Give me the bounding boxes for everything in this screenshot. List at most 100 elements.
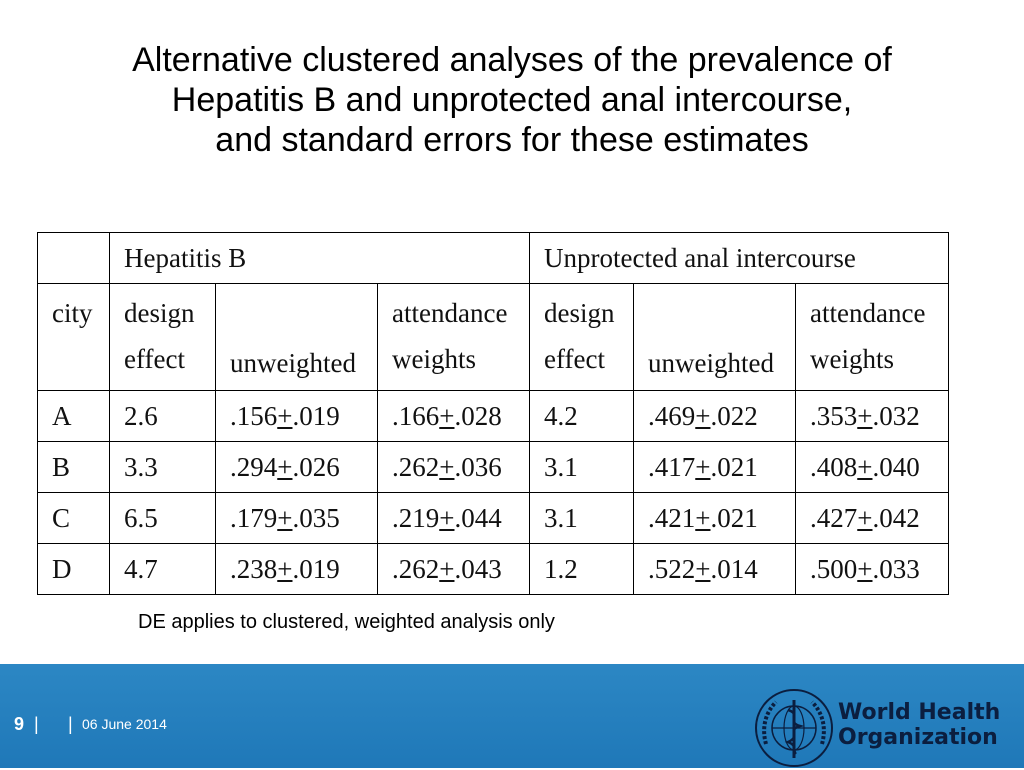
title-line-1: Alternative clustered analyses of the pr…: [132, 41, 892, 79]
table-cell-hb-de: 6.5: [109, 492, 216, 544]
standard-error-value: .019: [292, 400, 340, 431]
prevalence-table: Hepatitis B Unprotected anal intercourse…: [37, 232, 949, 595]
col-header-uai-attendance-weights: attendance weights: [795, 283, 949, 391]
plus-minus-sign: +: [695, 451, 711, 482]
standard-error-value: .014: [710, 553, 758, 584]
table-row: B 3.3.294+.026.262+.036 3.1.417+.021.408+.…: [37, 441, 949, 493]
estimate-value: .262: [392, 451, 440, 482]
separator-2: |: [68, 714, 73, 734]
table-row: A 2.6.156+.019.166+.028 4.2.469+.022.353+.…: [37, 390, 949, 442]
estimate-value: .219: [392, 502, 440, 533]
table-cell-hb-aw: .166+.028: [377, 390, 530, 442]
standard-error-value: .021: [710, 502, 758, 533]
footnote: DE applies to clustered, weighted analys…: [138, 611, 555, 633]
plus-minus-sign: +: [857, 400, 873, 431]
table-body: A 2.6.156+.019.166+.028 4.2.469+.022.353+.…: [37, 390, 949, 595]
table-row: C 6.5.179+.035.219+.044 3.1.421+.021.427+.…: [37, 492, 949, 544]
table-cell-hb-uw: .294+.026: [215, 441, 378, 493]
plus-minus-sign: +: [695, 553, 711, 584]
estimate-value: .408: [810, 451, 858, 482]
plus-minus-sign: +: [439, 502, 455, 533]
table-cell-hb-de: 3.3: [109, 441, 216, 493]
table-cell-uai-de: 3.1: [529, 492, 634, 544]
table-cell-uai-de: 3.1: [529, 441, 634, 493]
plus-minus-sign: +: [277, 502, 293, 533]
col-header-hb-unweighted: unweighted: [215, 283, 378, 391]
plus-minus-sign: +: [695, 502, 711, 533]
table-cell-hb-de: 4.7: [109, 543, 216, 595]
estimate-value: .238: [230, 553, 278, 584]
standard-error-value: .042: [872, 502, 920, 533]
table-cell-city: D: [37, 543, 110, 595]
header-weights: weights: [810, 344, 894, 374]
plus-minus-sign: +: [695, 400, 711, 431]
estimate-value: .262: [392, 553, 440, 584]
col-header-hb-attendance-weights: attendance weights: [377, 283, 530, 391]
group-unprotected-anal-intercourse: Unprotected anal intercourse: [529, 232, 949, 284]
plus-minus-sign: +: [277, 451, 293, 482]
org-name-line-1: World Health: [838, 700, 1001, 725]
table-cell-hb-de: 2.6: [109, 390, 216, 442]
standard-error-value: .035: [292, 502, 340, 533]
table-cell-uai-uw: .417+.021: [633, 441, 796, 493]
plus-minus-sign: +: [439, 553, 455, 584]
footer-date: 06 June 2014: [82, 716, 167, 732]
header-attendance: attendance: [392, 298, 508, 328]
estimate-value: .156: [230, 400, 278, 431]
standard-error-value: .044: [454, 502, 502, 533]
estimate-value: .294: [230, 451, 278, 482]
estimate-value: .427: [810, 502, 858, 533]
standard-error-value: .022: [710, 400, 758, 431]
table-cell-uai-aw: .427+.042: [795, 492, 949, 544]
plus-minus-sign: +: [857, 553, 873, 584]
plus-minus-sign: +: [439, 451, 455, 482]
column-header-row: city design effect unweighted attendance…: [37, 283, 949, 391]
table-cell-hb-aw: .219+.044: [377, 492, 530, 544]
estimate-value: .469: [648, 400, 696, 431]
col-header-uai-unweighted: unweighted: [633, 283, 796, 391]
table-cell-hb-uw: .238+.019: [215, 543, 378, 595]
table-cell-uai-aw: .353+.032: [795, 390, 949, 442]
header-effect: effect: [124, 344, 185, 374]
estimate-value: .179: [230, 502, 278, 533]
table-cell-uai-de: 4.2: [529, 390, 634, 442]
standard-error-value: .033: [872, 553, 920, 584]
standard-error-value: .026: [292, 451, 340, 482]
plus-minus-sign: +: [277, 553, 293, 584]
plus-minus-sign: +: [439, 400, 455, 431]
table-cell-hb-uw: .156+.019: [215, 390, 378, 442]
standard-error-value: .019: [292, 553, 340, 584]
corner-cell: [37, 232, 110, 284]
estimate-value: .500: [810, 553, 858, 584]
estimate-value: .417: [648, 451, 696, 482]
estimate-value: .166: [392, 400, 440, 431]
table-cell-hb-uw: .179+.035: [215, 492, 378, 544]
slide-title: Alternative clustered analyses of the pr…: [40, 40, 984, 160]
group-hepatitis-b: Hepatitis B: [109, 232, 530, 284]
table-cell-city: C: [37, 492, 110, 544]
separator-1: |: [34, 714, 39, 734]
standard-error-value: .043: [454, 553, 502, 584]
header-effect: effect: [544, 344, 605, 374]
standard-error-value: .032: [872, 400, 920, 431]
plus-minus-sign: +: [277, 400, 293, 431]
table-row: D 4.7.238+.019.262+.043 1.2.522+.014.500+.…: [37, 543, 949, 595]
col-header-uai-design-effect: design effect: [529, 283, 634, 391]
plus-minus-sign: +: [857, 451, 873, 482]
col-header-city: city: [37, 283, 110, 391]
page-number: 9: [14, 714, 25, 734]
table-cell-city: B: [37, 441, 110, 493]
estimate-value: .522: [648, 553, 696, 584]
table-cell-uai-de: 1.2: [529, 543, 634, 595]
table-cell-uai-uw: .469+.022: [633, 390, 796, 442]
standard-error-value: .028: [454, 400, 502, 431]
standard-error-value: .036: [454, 451, 502, 482]
who-wordmark: World Health Organization: [838, 700, 1000, 750]
table-cell-hb-aw: .262+.036: [377, 441, 530, 493]
col-header-hb-design-effect: design effect: [109, 283, 216, 391]
table-cell-uai-uw: .522+.014: [633, 543, 796, 595]
header-design: design: [124, 298, 195, 328]
table-cell-city: A: [37, 390, 110, 442]
table-cell-hb-aw: .262+.043: [377, 543, 530, 595]
header-attendance: attendance: [810, 298, 926, 328]
